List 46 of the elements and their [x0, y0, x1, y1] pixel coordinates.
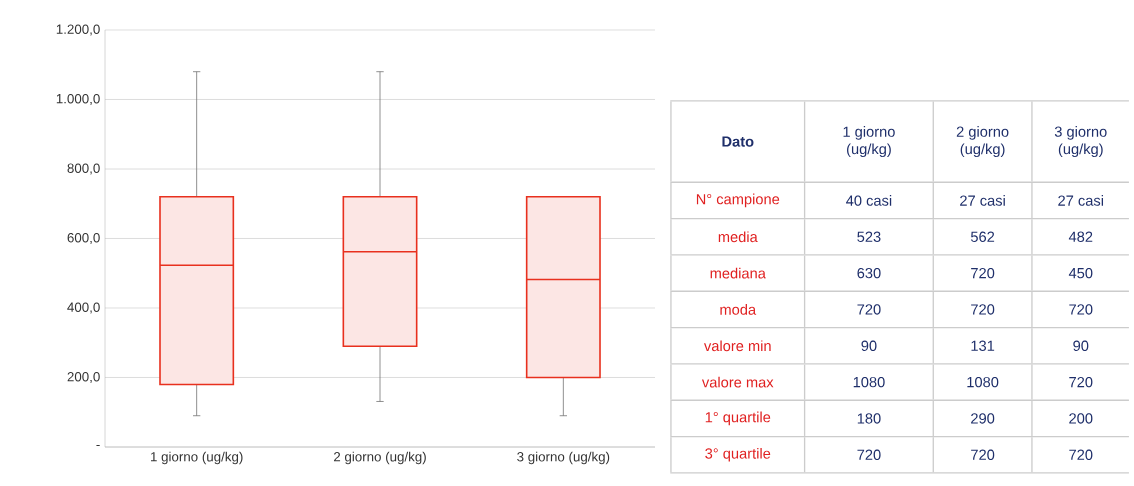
category-label: valore min	[703, 340, 771, 352]
text: 630	[857, 267, 881, 279]
x-tick-label: 1 giorno (ug/kg)	[151, 451, 243, 465]
text: 720	[971, 449, 995, 460]
text: 720	[1069, 449, 1093, 460]
category-label: 3° quartile	[705, 447, 771, 462]
category-label: moda	[720, 304, 757, 315]
text: 720	[971, 267, 995, 279]
y-tick-label: 200,0	[67, 372, 100, 384]
text: 720	[971, 304, 995, 315]
text: 90	[861, 340, 877, 351]
text: Dato	[722, 136, 754, 147]
text: 482	[1068, 231, 1093, 242]
text: 131	[971, 340, 995, 351]
category-label: 1° quartile	[705, 411, 771, 426]
text: 1080	[967, 376, 999, 388]
category-label: media	[718, 231, 758, 243]
x-tick-label: 2 giorno (ug/kg)	[333, 451, 426, 465]
category-label: 2 giorno (ug/kg)	[956, 126, 1009, 158]
y-tick-label: 800,0	[67, 163, 100, 175]
text: 27 casi	[960, 195, 1005, 206]
category-label: valore max	[701, 376, 774, 388]
text: 40 casi	[846, 195, 892, 206]
text: 720	[857, 304, 881, 315]
y-tick-label: 1.200,0	[56, 24, 100, 36]
text: 200	[1069, 413, 1093, 424]
text: 450	[1068, 267, 1093, 279]
text: 562	[970, 231, 995, 242]
text: 27 casi	[1058, 195, 1104, 206]
text: 720	[1069, 376, 1093, 388]
text: 720	[857, 449, 881, 460]
text: 523	[857, 231, 881, 242]
text: 180	[857, 413, 881, 424]
y-tick-label: 600,0	[67, 232, 100, 245]
text: 290	[971, 413, 995, 424]
category-label: 3 giorno (ug/kg)	[1054, 126, 1107, 158]
category-label: mediana	[710, 267, 766, 279]
y-tick-label: 1.000,0	[56, 93, 100, 106]
category-label: N° campione	[696, 193, 780, 208]
x-tick-label: 3 giorno (ug/kg)	[517, 451, 610, 465]
y-tick-label: 400,0	[67, 302, 100, 314]
text: 90	[1073, 340, 1089, 351]
y-tick-label: -	[96, 444, 100, 446]
category-label: 1 giorno (ug/kg)	[843, 126, 895, 158]
text: 1080	[853, 376, 885, 388]
text: 720	[1069, 304, 1093, 315]
